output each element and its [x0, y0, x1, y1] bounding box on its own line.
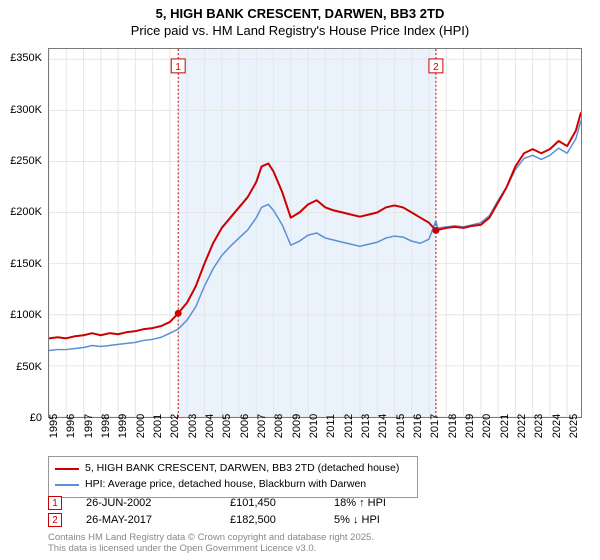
plot-area: 12	[48, 48, 582, 418]
x-tick-label: 2022	[516, 414, 528, 438]
event-price: £182,500	[230, 514, 310, 526]
event-diff: 5% ↓ HPI	[334, 514, 454, 526]
event-date: 26-MAY-2017	[86, 514, 206, 526]
x-tick-label: 2016	[412, 414, 424, 438]
title-block: 5, HIGH BANK CRESCENT, DARWEN, BB3 2TD P…	[0, 0, 600, 40]
y-tick-label: £150K	[10, 258, 42, 270]
y-tick-label: £100K	[10, 309, 42, 321]
x-tick-label: 2000	[135, 414, 147, 438]
x-tick-label: 1995	[48, 414, 60, 438]
x-tick-label: 1999	[117, 414, 129, 438]
legend-label: HPI: Average price, detached house, Blac…	[85, 477, 366, 493]
x-tick-label: 2015	[395, 414, 407, 438]
event-price: £101,450	[230, 497, 310, 509]
x-tick-label: 2025	[568, 414, 580, 438]
x-tick-label: 2007	[256, 414, 268, 438]
x-tick-label: 2023	[533, 414, 545, 438]
event-date: 26-JUN-2002	[86, 497, 206, 509]
svg-text:1: 1	[175, 62, 181, 73]
x-tick-label: 2024	[551, 414, 563, 438]
x-tick-label: 2014	[377, 414, 389, 438]
x-tick-label: 1996	[65, 414, 77, 438]
title-line2: Price paid vs. HM Land Registry's House …	[0, 23, 600, 40]
event-row: 2 26-MAY-2017 £182,500 5% ↓ HPI	[48, 513, 582, 527]
x-tick-label: 2001	[152, 414, 164, 438]
x-tick-label: 2019	[464, 414, 476, 438]
x-tick-label: 2002	[169, 414, 181, 438]
x-tick-label: 2009	[291, 414, 303, 438]
svg-text:2: 2	[433, 62, 439, 73]
legend-swatch	[55, 468, 79, 470]
y-tick-label: £0	[30, 412, 42, 424]
x-tick-label: 2005	[221, 414, 233, 438]
chart-svg: 12	[49, 49, 581, 417]
y-tick-label: £350K	[10, 52, 42, 64]
y-tick-label: £300K	[10, 104, 42, 116]
legend-item: 5, HIGH BANK CRESCENT, DARWEN, BB3 2TD (…	[55, 461, 411, 477]
footer-line2: This data is licensed under the Open Gov…	[48, 543, 374, 554]
y-tick-label: £250K	[10, 155, 42, 167]
legend-swatch	[55, 484, 79, 486]
y-axis-ticks: £0£50K£100K£150K£200K£250K£300K£350K	[0, 48, 46, 418]
x-tick-label: 1998	[100, 414, 112, 438]
chart-container: 5, HIGH BANK CRESCENT, DARWEN, BB3 2TD P…	[0, 0, 600, 560]
event-marker: 2	[48, 513, 62, 527]
legend-item: HPI: Average price, detached house, Blac…	[55, 477, 411, 493]
events-table: 1 26-JUN-2002 £101,450 18% ↑ HPI 2 26-MAY-201…	[48, 496, 582, 530]
y-tick-label: £200K	[10, 206, 42, 218]
x-tick-label: 2013	[360, 414, 372, 438]
event-diff: 18% ↑ HPI	[334, 497, 454, 509]
x-tick-label: 2018	[447, 414, 459, 438]
x-tick-label: 2020	[481, 414, 493, 438]
event-row: 1 26-JUN-2002 £101,450 18% ↑ HPI	[48, 496, 582, 510]
y-tick-label: £50K	[16, 361, 42, 373]
x-tick-label: 1997	[83, 414, 95, 438]
x-tick-label: 2010	[308, 414, 320, 438]
event-marker: 1	[48, 496, 62, 510]
footer-line1: Contains HM Land Registry data © Crown c…	[48, 532, 374, 543]
x-tick-label: 2006	[239, 414, 251, 438]
x-axis-ticks: 1995199619971998199920002001200220032004…	[48, 420, 582, 460]
title-line1: 5, HIGH BANK CRESCENT, DARWEN, BB3 2TD	[0, 6, 600, 23]
x-tick-label: 2008	[273, 414, 285, 438]
x-tick-label: 2011	[325, 414, 337, 438]
x-tick-label: 2012	[343, 414, 355, 438]
x-tick-label: 2021	[499, 414, 511, 438]
legend: 5, HIGH BANK CRESCENT, DARWEN, BB3 2TD (…	[48, 456, 418, 498]
footer-attribution: Contains HM Land Registry data © Crown c…	[48, 532, 374, 555]
x-tick-label: 2017	[429, 414, 441, 438]
x-tick-label: 2003	[187, 414, 199, 438]
legend-label: 5, HIGH BANK CRESCENT, DARWEN, BB3 2TD (…	[85, 461, 399, 477]
x-tick-label: 2004	[204, 414, 216, 438]
